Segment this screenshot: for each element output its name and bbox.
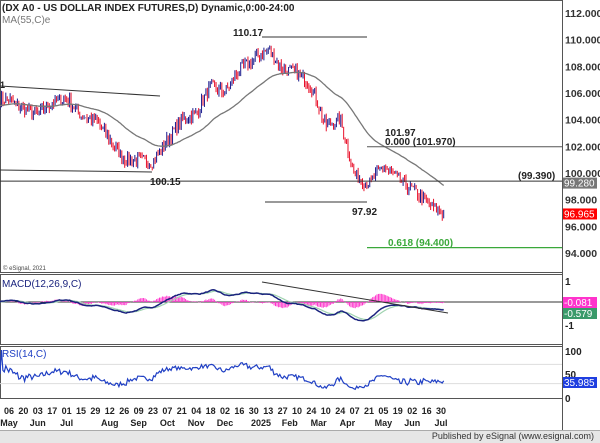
- date-tick-label: 06: [4, 406, 14, 416]
- price-tick-label: 104.000: [565, 115, 600, 127]
- price-tick-label: 106.000: [565, 88, 600, 100]
- month-tick-label: May: [375, 418, 393, 428]
- rsi-tick-label: 100: [565, 347, 582, 358]
- date-tick-label: 09: [134, 406, 144, 416]
- last-price-badge: [563, 208, 597, 220]
- month-tick-label: Apr: [340, 418, 356, 428]
- price-tick-label: 94.000: [565, 248, 597, 260]
- rsi-title: RSI(14,C): [2, 349, 46, 360]
- date-tick-label: 23: [148, 406, 158, 416]
- ma-value-badge: [563, 177, 597, 189]
- swing-label: 101.97: [385, 128, 416, 139]
- date-tick-label: 02: [407, 406, 417, 416]
- price-tick-label: 98.000: [565, 195, 597, 207]
- left-mark: 1: [0, 80, 5, 90]
- macd-tick-label: 1: [565, 277, 571, 288]
- date-tick-label: 10: [292, 406, 302, 416]
- month-tick-label: Dec: [217, 418, 234, 428]
- date-tick-label: 16: [234, 406, 244, 416]
- low1-label: 100.15: [150, 177, 181, 188]
- month-tick-label: May: [0, 418, 18, 428]
- month-tick-label: Feb: [282, 418, 299, 428]
- trendline-lower-left: [0, 169, 153, 173]
- macd-title: MACD(12,26,9,C): [2, 279, 81, 290]
- macd-line: [0, 289, 444, 322]
- date-tick-label: 07: [350, 406, 360, 416]
- rsi-tick-label: 50: [565, 370, 577, 381]
- macd-tick-label: -1: [565, 321, 574, 332]
- date-tick-label: 21: [177, 406, 187, 416]
- date-tick-label: 21: [364, 406, 374, 416]
- price-tick-label: 112.000: [565, 8, 600, 20]
- month-tick-label: 2025: [251, 418, 271, 428]
- month-tick-label: Jun: [404, 418, 420, 428]
- macd-signal-badge: [563, 308, 597, 319]
- date-tick-label: 29: [90, 406, 100, 416]
- fib-0-label: 0.000 (101.970): [385, 137, 456, 148]
- ma55-line: [0, 71, 445, 186]
- macd-signal-line: [0, 290, 444, 321]
- footer-credit: Published by eSignal (www.esignal.com): [431, 431, 594, 441]
- date-tick-label: 02: [220, 406, 230, 416]
- month-tick-label: Jul: [60, 418, 73, 428]
- price-panel: [0, 0, 563, 273]
- date-tick-label: 10: [321, 406, 331, 416]
- date-tick-label: 12: [105, 406, 115, 416]
- price-tick-label: 108.000: [565, 61, 600, 73]
- rsi-tick-label: 0: [565, 394, 571, 405]
- copyright: © eSignal, 2021: [3, 265, 46, 272]
- rsi-line: [0, 349, 445, 391]
- macd-trendline: [261, 281, 449, 314]
- date-tick-label: 26: [119, 406, 129, 416]
- date-tick-label: 13: [263, 406, 273, 416]
- price-tick-label: 100.000: [565, 168, 600, 180]
- chart-title: (DX A0 - US DOLLAR INDEX FUTURES,D) Dyna…: [2, 3, 295, 14]
- date-tick-label: 20: [18, 406, 28, 416]
- month-tick-label: Jul: [434, 418, 447, 428]
- date-tick-label: 30: [436, 406, 446, 416]
- price-tick-label: 110.000: [565, 35, 600, 47]
- rsi-panel: [0, 346, 563, 399]
- last-price-text: 96.965: [564, 209, 595, 220]
- ma-legend: MA(55,C)e: [2, 15, 51, 26]
- month-tick-label: Jun: [30, 418, 46, 428]
- month-tick-label: Sep: [130, 418, 147, 428]
- month-tick-label: Oct: [160, 418, 175, 428]
- month-tick-label: Nov: [188, 418, 205, 428]
- month-tick-label: Mar: [311, 418, 328, 428]
- ma-value-text: 99.280: [564, 179, 595, 190]
- date-tick-label: 24: [306, 406, 316, 416]
- fib-618-label: 0.618 (94.400): [388, 238, 453, 249]
- level-label: (99.390): [518, 171, 555, 182]
- date-tick-label: 16: [422, 406, 432, 416]
- date-tick-label: 05: [378, 406, 388, 416]
- date-tick-label: 07: [162, 406, 172, 416]
- footer: Published by eSignal (www.esignal.com): [0, 430, 600, 443]
- rsi-value-text: 35.985: [564, 378, 595, 389]
- high-label: 110.17: [233, 28, 263, 39]
- date-tick-label: 04: [191, 406, 201, 416]
- trendline-upper-left: [0, 85, 161, 97]
- date-tick-label: 01: [62, 406, 72, 416]
- price-tick-label: 96.000: [565, 221, 597, 233]
- macd-signal-value: -0.579: [564, 309, 593, 320]
- date-tick-label: 17: [47, 406, 57, 416]
- low2-label: 97.92: [352, 207, 377, 218]
- date-tick-label: 30: [249, 406, 259, 416]
- date-tick-label: 03: [33, 406, 43, 416]
- date-tick-label: 24: [335, 406, 345, 416]
- macd-hist-value: -0.081: [564, 298, 593, 309]
- rsi-value-badge: [563, 377, 597, 388]
- date-tick-label: 27: [278, 406, 288, 416]
- date-tick-label: 18: [206, 406, 216, 416]
- date-tick-label: 19: [393, 406, 403, 416]
- month-tick-label: Aug: [101, 418, 119, 428]
- date-tick-label: 15: [76, 406, 86, 416]
- macd-hist-badge: [563, 297, 597, 308]
- price-tick-label: 102.000: [565, 141, 600, 153]
